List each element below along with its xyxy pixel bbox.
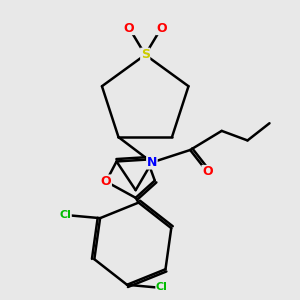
Text: Cl: Cl [59, 211, 71, 220]
Text: O: O [101, 175, 111, 188]
Text: O: O [124, 22, 134, 34]
Text: S: S [141, 48, 150, 61]
Text: O: O [156, 22, 166, 34]
Text: N: N [147, 156, 157, 169]
Text: O: O [202, 166, 213, 178]
Text: Cl: Cl [156, 282, 168, 292]
